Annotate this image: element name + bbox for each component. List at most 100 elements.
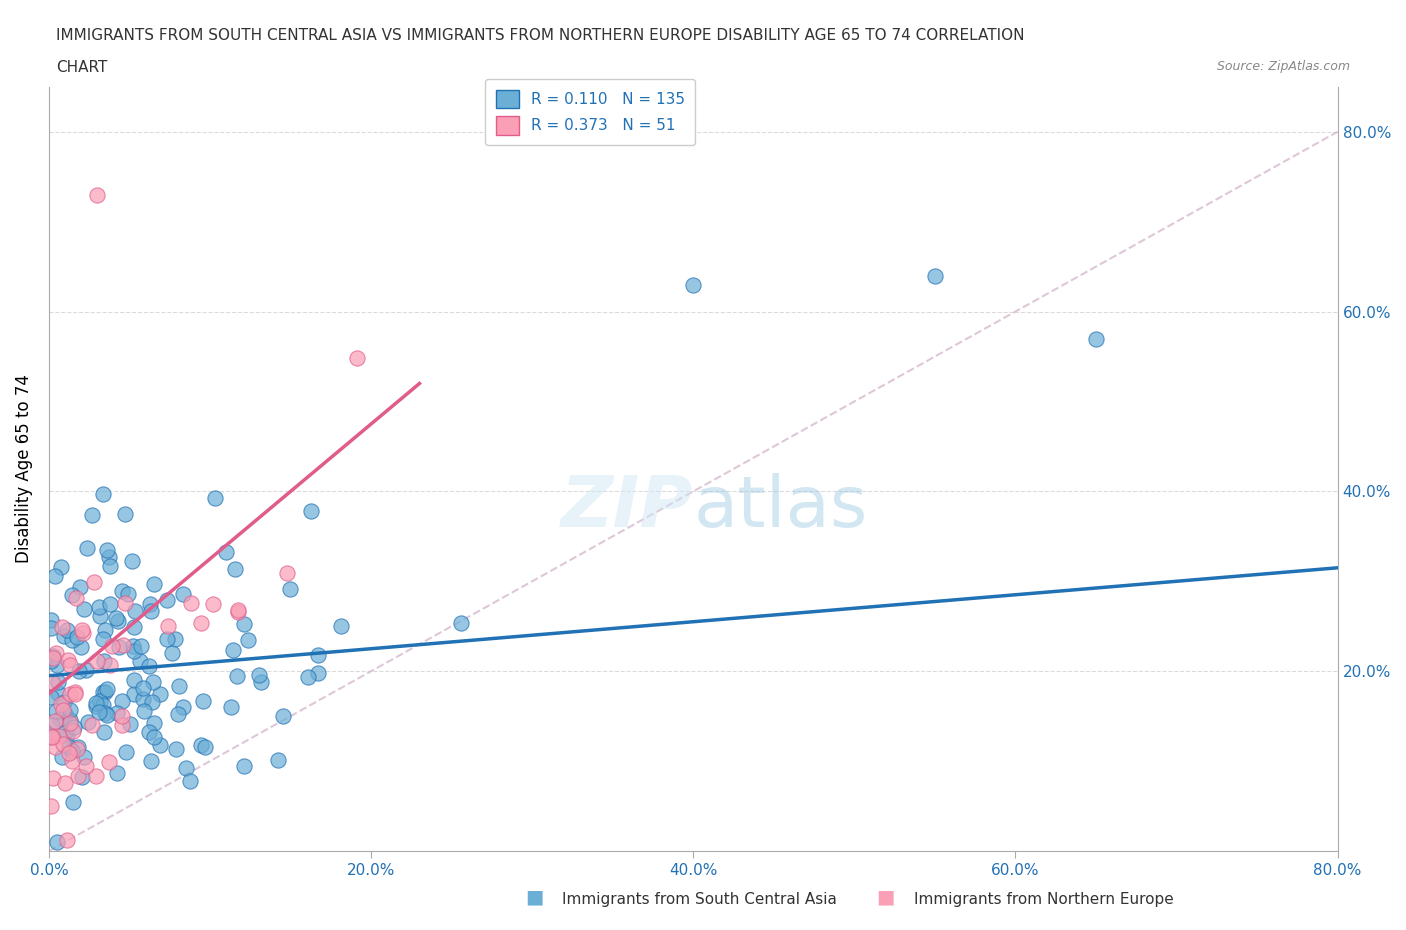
Immigrants from South Central Asia: [141, 695, 163, 710]
Immigrants from South Central Asia: [167, 707, 190, 722]
Immigrants from South Central Asia: [179, 774, 201, 789]
Immigrants from South Central Asia: [46, 834, 69, 849]
Immigrants from South Central Asia: [46, 658, 69, 672]
Immigrants from South Central Asia: [96, 708, 118, 723]
Immigrants from Northern Europe: [98, 754, 121, 769]
Immigrants from South Central Asia: [190, 737, 212, 752]
Text: CHART: CHART: [56, 60, 108, 75]
Immigrants from South Central Asia: [108, 640, 131, 655]
Immigrants from South Central Asia: [53, 706, 76, 721]
Immigrants from South Central Asia: [115, 745, 138, 760]
Immigrants from South Central Asia: [46, 674, 69, 689]
Immigrants from South Central Asia: [924, 268, 946, 283]
Immigrants from Northern Europe: [156, 618, 179, 633]
Immigrants from South Central Asia: [44, 568, 66, 583]
Immigrants from South Central Asia: [118, 716, 141, 731]
Immigrants from South Central Asia: [117, 587, 139, 602]
Text: Immigrants from South Central Asia: Immigrants from South Central Asia: [562, 892, 838, 907]
Immigrants from South Central Asia: [167, 679, 190, 694]
Legend: R = 0.110   N = 135, R = 0.373   N = 51: R = 0.110 N = 135, R = 0.373 N = 51: [485, 79, 696, 145]
Text: ■: ■: [524, 888, 544, 907]
Immigrants from Northern Europe: [276, 565, 298, 580]
Immigrants from Northern Europe: [346, 351, 368, 365]
Immigrants from South Central Asia: [131, 639, 153, 654]
Immigrants from South Central Asia: [450, 616, 472, 631]
Immigrants from South Central Asia: [236, 632, 259, 647]
Immigrants from South Central Asia: [139, 604, 162, 618]
Immigrants from South Central Asia: [163, 631, 186, 646]
Immigrants from South Central Asia: [39, 613, 62, 628]
Immigrants from Northern Europe: [51, 619, 73, 634]
Immigrants from South Central Asia: [156, 593, 179, 608]
Immigrants from South Central Asia: [84, 696, 107, 711]
Immigrants from South Central Asia: [82, 508, 104, 523]
Immigrants from South Central Asia: [60, 588, 83, 603]
Immigrants from Northern Europe: [86, 653, 108, 668]
Immigrants from South Central Asia: [143, 576, 166, 591]
Immigrants from Northern Europe: [59, 686, 82, 701]
Immigrants from Northern Europe: [72, 623, 94, 638]
Immigrants from South Central Asia: [682, 277, 704, 292]
Immigrants from South Central Asia: [142, 715, 165, 730]
Immigrants from Northern Europe: [60, 753, 83, 768]
Immigrants from South Central Asia: [51, 560, 73, 575]
Immigrants from South Central Asia: [271, 709, 294, 724]
Immigrants from South Central Asia: [132, 681, 155, 696]
Immigrants from South Central Asia: [45, 703, 67, 718]
Immigrants from South Central Asia: [62, 719, 84, 734]
Immigrants from South Central Asia: [143, 729, 166, 744]
Immigrants from Northern Europe: [41, 675, 63, 690]
Immigrants from South Central Asia: [62, 744, 84, 759]
Immigrants from Northern Europe: [100, 639, 122, 654]
Immigrants from South Central Asia: [266, 752, 288, 767]
Immigrants from South Central Asia: [75, 663, 97, 678]
Immigrants from Northern Europe: [72, 625, 94, 640]
Immigrants from Northern Europe: [226, 604, 249, 619]
Immigrants from South Central Asia: [160, 645, 183, 660]
Immigrants from South Central Asia: [214, 544, 236, 559]
Immigrants from South Central Asia: [42, 648, 65, 663]
Immigrants from South Central Asia: [105, 610, 128, 625]
Immigrants from South Central Asia: [98, 550, 121, 565]
Immigrants from South Central Asia: [114, 506, 136, 521]
Immigrants from Northern Europe: [56, 832, 79, 847]
Immigrants from South Central Asia: [124, 619, 146, 634]
Immigrants from Northern Europe: [39, 799, 62, 814]
Immigrants from Northern Europe: [39, 728, 62, 743]
Immigrants from South Central Asia: [122, 686, 145, 701]
Immigrants from South Central Asia: [105, 705, 128, 720]
Text: ZIP: ZIP: [561, 472, 693, 541]
Immigrants from South Central Asia: [91, 631, 114, 646]
Immigrants from South Central Asia: [53, 628, 76, 643]
Immigrants from South Central Asia: [1085, 331, 1108, 346]
Immigrants from South Central Asia: [219, 699, 242, 714]
Immigrants from South Central Asia: [84, 698, 107, 713]
Immigrants from South Central Asia: [91, 698, 114, 712]
Immigrants from South Central Asia: [67, 663, 90, 678]
Immigrants from South Central Asia: [55, 724, 77, 738]
Text: IMMIGRANTS FROM SOUTH CENTRAL ASIA VS IMMIGRANTS FROM NORTHERN EUROPE DISABILITY: IMMIGRANTS FROM SOUTH CENTRAL ASIA VS IM…: [56, 28, 1025, 43]
Immigrants from South Central Asia: [278, 582, 301, 597]
Immigrants from South Central Asia: [121, 553, 143, 568]
Immigrants from South Central Asia: [172, 586, 194, 601]
Immigrants from Northern Europe: [42, 771, 65, 786]
Immigrants from Northern Europe: [53, 776, 76, 790]
Immigrants from South Central Asia: [87, 600, 110, 615]
Immigrants from South Central Asia: [131, 692, 153, 707]
Immigrants from South Central Asia: [307, 647, 329, 662]
Immigrants from South Central Asia: [93, 653, 115, 668]
Immigrants from South Central Asia: [250, 674, 273, 689]
Immigrants from South Central Asia: [129, 653, 152, 668]
Immigrants from Northern Europe: [45, 646, 67, 661]
Immigrants from Northern Europe: [59, 715, 82, 730]
Immigrants from Northern Europe: [180, 596, 202, 611]
Immigrants from South Central Asia: [299, 503, 322, 518]
Immigrants from Northern Europe: [65, 591, 87, 605]
Immigrants from South Central Asia: [107, 613, 129, 628]
Immigrants from South Central Asia: [94, 706, 117, 721]
Immigrants from Northern Europe: [59, 658, 82, 672]
Immigrants from South Central Asia: [39, 654, 62, 669]
Immigrants from South Central Asia: [39, 620, 62, 635]
Immigrants from South Central Asia: [66, 630, 89, 644]
Immigrants from South Central Asia: [96, 543, 118, 558]
